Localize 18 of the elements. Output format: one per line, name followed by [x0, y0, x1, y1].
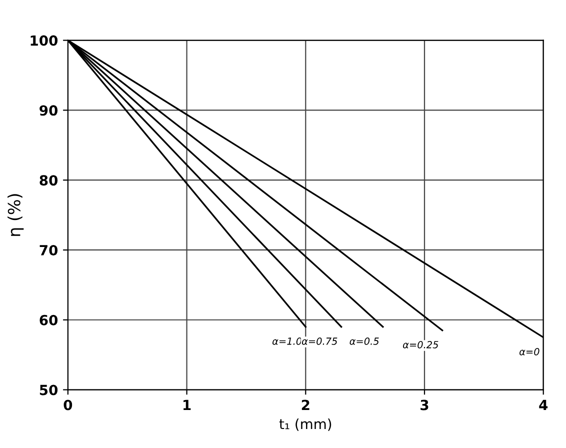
x-tick-label: 2	[302, 400, 310, 410]
x-tick-label: 0	[64, 400, 72, 410]
y-tick-label: 70	[40, 244, 58, 256]
y-axis-title: η (%)	[8, 194, 24, 236]
y-tick-label: 100	[30, 35, 58, 46]
series-label: α=0.25	[403, 341, 438, 348]
x-axis-title: t₁ (mm)	[279, 418, 332, 431]
y-tick-label: 80	[40, 175, 58, 186]
x-tick-label: 4	[539, 400, 548, 410]
x-tick-label: 1	[184, 400, 191, 410]
y-tick-label: 60	[40, 314, 58, 326]
y-tick-label: 50	[40, 384, 58, 396]
series-label: α=1.0	[272, 338, 302, 345]
series-label: α=0.75	[302, 338, 338, 345]
y-tick-label: 90	[40, 105, 58, 116]
series-label: α=0	[519, 348, 540, 356]
x-tick-label: 3	[420, 400, 428, 410]
series-label: α=0.5	[350, 338, 379, 345]
